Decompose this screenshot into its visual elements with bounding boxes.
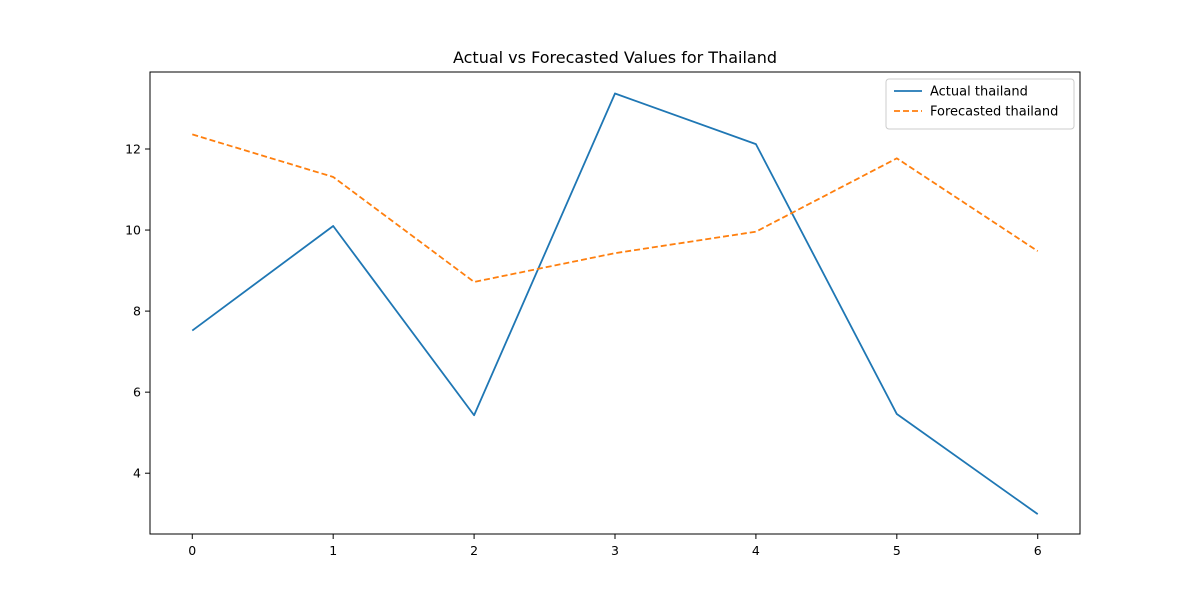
y-axis: 4 6 8 10 12 bbox=[125, 142, 150, 481]
x-tick-label: 4 bbox=[752, 543, 760, 558]
chart-title: Actual vs Forecasted Values for Thailand bbox=[453, 48, 777, 67]
y-tick-label: 10 bbox=[125, 223, 141, 238]
legend-label-2: Forecasted thailand bbox=[930, 105, 1058, 120]
x-axis: 0 1 2 3 4 5 6 bbox=[188, 534, 1042, 558]
legend-box bbox=[885, 78, 1075, 130]
x-tick-label: 3 bbox=[611, 543, 619, 558]
x-tick-label: 0 bbox=[188, 543, 196, 558]
y-tick-label: 8 bbox=[133, 304, 141, 319]
series-line-1 bbox=[191, 92, 1039, 515]
x-tick-label: 1 bbox=[329, 543, 337, 558]
legend: Actual thailand Forecasted thailand bbox=[885, 78, 1075, 130]
legend-label-1: Actual thailand bbox=[930, 85, 1028, 100]
y-tick-label: 12 bbox=[125, 142, 141, 157]
x-tick-label: 2 bbox=[470, 543, 478, 558]
series-line-2 bbox=[192, 133, 1039, 283]
x-tick-label: 6 bbox=[1034, 543, 1042, 558]
y-tick-label: 6 bbox=[133, 385, 141, 400]
series-layer bbox=[191, 92, 1039, 515]
x-tick-label: 5 bbox=[893, 543, 901, 558]
y-tick-label: 4 bbox=[133, 466, 141, 481]
